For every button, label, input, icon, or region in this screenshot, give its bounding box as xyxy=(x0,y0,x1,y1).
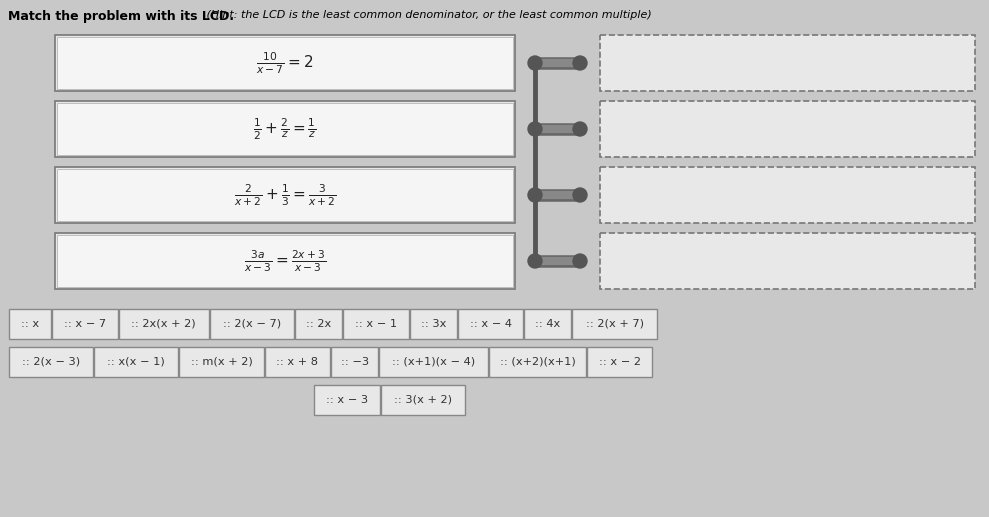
Text: :: x: :: x xyxy=(21,319,39,329)
Text: :: x − 7: :: x − 7 xyxy=(63,319,106,329)
FancyBboxPatch shape xyxy=(490,347,585,377)
FancyBboxPatch shape xyxy=(55,233,515,289)
Text: :: 3x: :: 3x xyxy=(420,319,446,329)
Text: :: (x+1)(x − 4): :: (x+1)(x − 4) xyxy=(392,357,476,367)
FancyBboxPatch shape xyxy=(314,385,380,415)
FancyBboxPatch shape xyxy=(57,37,513,89)
Text: :: 2x(x + 2): :: 2x(x + 2) xyxy=(132,319,196,329)
FancyBboxPatch shape xyxy=(343,309,408,339)
Circle shape xyxy=(573,188,587,202)
Text: :: x − 1: :: x − 1 xyxy=(355,319,397,329)
FancyBboxPatch shape xyxy=(458,309,523,339)
Text: :: m(x + 2): :: m(x + 2) xyxy=(191,357,252,367)
Text: $\frac{10}{x-7} = 2$: $\frac{10}{x-7} = 2$ xyxy=(256,50,314,76)
Circle shape xyxy=(573,254,587,268)
Text: :: 3(x + 2): :: 3(x + 2) xyxy=(394,395,452,405)
Text: :: 2(x − 3): :: 2(x − 3) xyxy=(22,357,80,367)
Text: :: 2(x + 7): :: 2(x + 7) xyxy=(585,319,644,329)
FancyBboxPatch shape xyxy=(379,347,489,377)
FancyBboxPatch shape xyxy=(94,347,178,377)
FancyBboxPatch shape xyxy=(331,347,378,377)
Text: :: 4x: :: 4x xyxy=(535,319,561,329)
FancyBboxPatch shape xyxy=(9,309,51,339)
Text: :: −3: :: −3 xyxy=(340,357,369,367)
FancyBboxPatch shape xyxy=(573,309,657,339)
Text: :: x − 4: :: x − 4 xyxy=(470,319,511,329)
Circle shape xyxy=(528,188,542,202)
Circle shape xyxy=(528,122,542,136)
FancyBboxPatch shape xyxy=(52,309,118,339)
FancyBboxPatch shape xyxy=(295,309,342,339)
FancyBboxPatch shape xyxy=(9,347,93,377)
Text: $\frac{2}{x+2} + \frac{1}{3} = \frac{3}{x+2}$: $\frac{2}{x+2} + \frac{1}{3} = \frac{3}{… xyxy=(233,182,336,208)
Circle shape xyxy=(573,56,587,70)
Text: :: x − 2: :: x − 2 xyxy=(598,357,641,367)
FancyBboxPatch shape xyxy=(600,35,975,91)
Text: $\frac{1}{2} + \frac{2}{z} = \frac{1}{z}$: $\frac{1}{2} + \frac{2}{z} = \frac{1}{z}… xyxy=(253,116,316,142)
FancyBboxPatch shape xyxy=(210,309,294,339)
Text: $\frac{3a}{x-3} = \frac{2x+3}{x-3}$: $\frac{3a}{x-3} = \frac{2x+3}{x-3}$ xyxy=(244,248,326,274)
FancyBboxPatch shape xyxy=(524,309,572,339)
Text: :: x + 8: :: x + 8 xyxy=(276,357,318,367)
FancyBboxPatch shape xyxy=(55,101,515,157)
Text: :: x − 3: :: x − 3 xyxy=(325,395,368,405)
FancyBboxPatch shape xyxy=(265,347,330,377)
FancyBboxPatch shape xyxy=(409,309,457,339)
FancyBboxPatch shape xyxy=(179,347,264,377)
FancyBboxPatch shape xyxy=(55,35,515,91)
FancyBboxPatch shape xyxy=(55,167,515,223)
Text: Match the problem with its LCD.: Match the problem with its LCD. xyxy=(8,10,234,23)
FancyBboxPatch shape xyxy=(57,169,513,221)
FancyBboxPatch shape xyxy=(600,233,975,289)
FancyBboxPatch shape xyxy=(600,167,975,223)
Text: :: 2x: :: 2x xyxy=(306,319,331,329)
Text: :: 2(x − 7): :: 2(x − 7) xyxy=(224,319,281,329)
Text: :: (x+2)(x+1): :: (x+2)(x+1) xyxy=(499,357,576,367)
Text: :: x(x − 1): :: x(x − 1) xyxy=(108,357,165,367)
FancyBboxPatch shape xyxy=(381,385,465,415)
FancyBboxPatch shape xyxy=(57,103,513,155)
Text: (Hint: the LCD is the least common denominator, or the least common multiple): (Hint: the LCD is the least common denom… xyxy=(203,10,652,20)
FancyBboxPatch shape xyxy=(586,347,653,377)
Circle shape xyxy=(528,254,542,268)
Circle shape xyxy=(573,122,587,136)
FancyBboxPatch shape xyxy=(119,309,209,339)
FancyBboxPatch shape xyxy=(600,101,975,157)
Circle shape xyxy=(528,56,542,70)
FancyBboxPatch shape xyxy=(57,235,513,287)
